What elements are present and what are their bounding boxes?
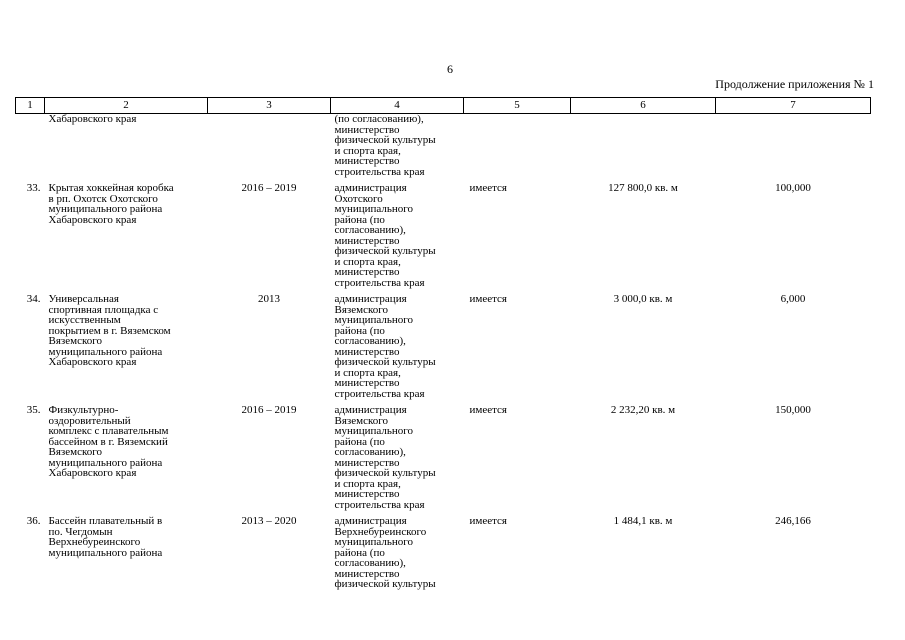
column-header-7: 7 — [715, 97, 871, 114]
cell-organization: администрация Вяземского муниципального … — [334, 404, 436, 511]
column-header-4: 4 — [330, 97, 464, 114]
cell-status: имеется — [469, 515, 508, 527]
cell-organization: администрация Охотского муниципального р… — [334, 182, 436, 289]
table-row: 36. Бассейн плавательный в по. Чегдомын … — [16, 510, 871, 590]
cell-area: 2 232,20 кв. м — [610, 404, 676, 416]
cell-status — [464, 114, 571, 178]
table-row: 33. Крытая хоккейная коробка в рп. Охотс… — [16, 177, 871, 289]
cell-area — [571, 114, 716, 178]
cell-name: Крытая хоккейная коробка в рп. Охотск Ох… — [48, 182, 174, 226]
cell-cost: 150,000 — [775, 404, 811, 416]
cell-cost: 246,166 — [775, 515, 811, 527]
cell-num: 33. — [26, 182, 41, 194]
appendix-table: 1 2 3 4 5 6 7 Хабаровского края (по согл… — [15, 97, 871, 590]
cell-name: Физкультурно- оздоровительный комплекс с… — [48, 404, 169, 479]
cell-years: 2016 – 2019 — [241, 182, 297, 194]
cell-organization: администрация Верхнебуреинского муниципа… — [334, 515, 436, 590]
table-row: 34. Универсальная спортивная площадка с … — [16, 288, 871, 400]
cell-cost: 100,000 — [775, 182, 811, 194]
cell-num: 34. — [26, 293, 41, 305]
cell-status: имеется — [469, 293, 508, 305]
cell-cost — [716, 114, 871, 178]
table-row: 35. Физкультурно- оздоровительный компле… — [16, 399, 871, 511]
cell-num — [16, 114, 45, 178]
continuation-label: Продолжение приложения № 1 — [715, 77, 874, 91]
cell-area: 3 000,0 кв. м — [613, 293, 673, 305]
cell-years: 2016 – 2019 — [241, 404, 297, 416]
table-row-continuation: Хабаровского края (по согласованию), мин… — [16, 114, 871, 178]
column-header-1: 1 — [15, 97, 45, 114]
cell-years: 2013 – 2020 — [241, 515, 297, 527]
header-row: 1 2 3 4 5 6 7 — [15, 97, 871, 114]
column-header-5: 5 — [463, 97, 571, 114]
cell-status: имеется — [469, 404, 508, 416]
cell-years — [208, 114, 331, 178]
page-number: 6 — [447, 62, 453, 76]
cell-cost: 6,000 — [780, 293, 806, 305]
cell-num: 36. — [26, 515, 41, 527]
cell-name: Бассейн плавательный в по. Чегдомын Верх… — [48, 515, 163, 559]
column-header-6: 6 — [570, 97, 716, 114]
cell-organization: (по согласованию), министерство физическ… — [334, 113, 436, 178]
cell-area: 127 800,0 кв. м — [608, 182, 678, 194]
column-header-2: 2 — [44, 97, 208, 114]
cell-name: Универсальная спортивная площадка с иску… — [48, 293, 171, 368]
cell-status: имеется — [469, 182, 508, 194]
cell-name: Хабаровского края — [48, 113, 137, 125]
cell-years: 2013 — [258, 293, 280, 305]
cell-num: 35. — [26, 404, 41, 416]
cell-organization: администрация Вяземского муниципального … — [334, 293, 436, 400]
cell-area: 1 484,1 кв. м — [613, 515, 673, 527]
column-header-3: 3 — [207, 97, 331, 114]
